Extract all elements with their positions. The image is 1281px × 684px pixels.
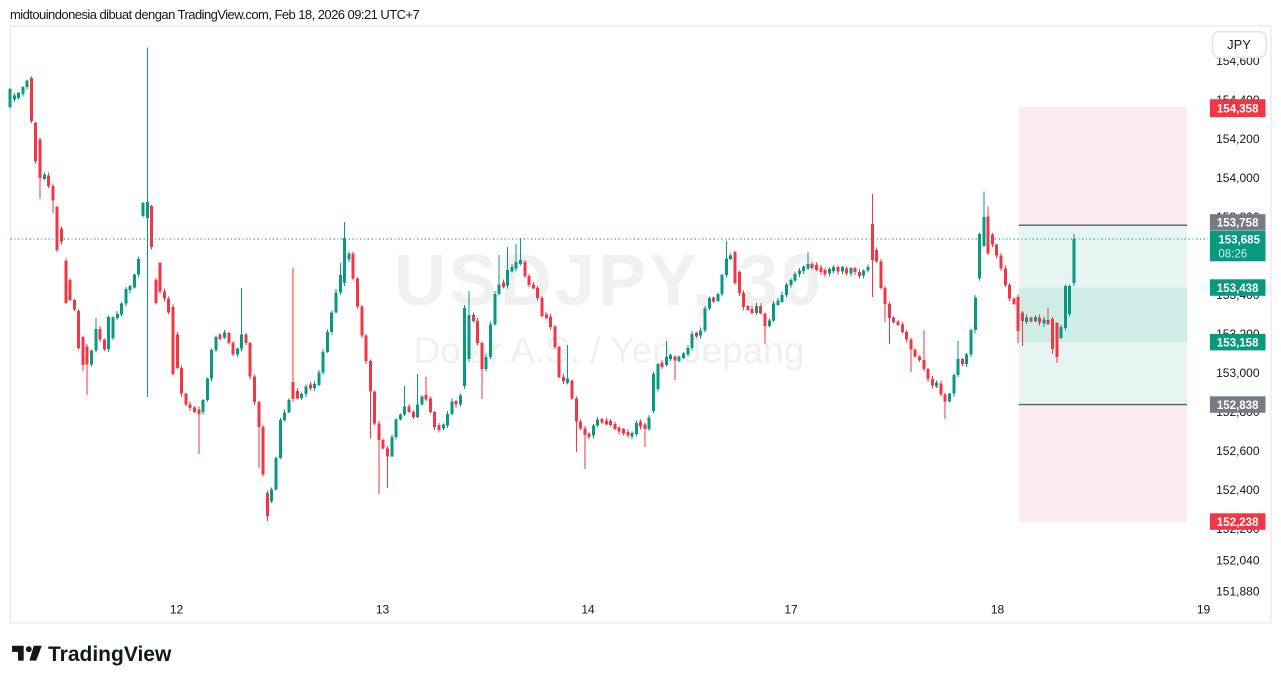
svg-text:19: 19 (1197, 603, 1211, 617)
svg-text:midtouindonesia dibuat dengan: midtouindonesia dibuat dengan TradingVie… (10, 7, 419, 22)
svg-text:Dolar A.S. / Yen Jepang: Dolar A.S. / Yen Jepang (414, 330, 805, 371)
svg-text:14: 14 (581, 603, 595, 617)
svg-text:152,838: 152,838 (1217, 400, 1259, 412)
svg-text:153,158: 153,158 (1217, 337, 1259, 349)
svg-text:TradingView: TradingView (48, 643, 172, 666)
svg-text:153,685: 153,685 (1218, 234, 1260, 246)
svg-text:154,358: 154,358 (1217, 103, 1259, 115)
svg-text:152,400: 152,400 (1216, 483, 1260, 497)
svg-text:13: 13 (376, 603, 390, 617)
svg-text:152,238: 152,238 (1217, 517, 1259, 529)
svg-text:154,000: 154,000 (1216, 171, 1260, 185)
svg-text:08:26: 08:26 (1218, 248, 1247, 260)
svg-text:154,200: 154,200 (1216, 132, 1260, 146)
svg-text:12: 12 (170, 603, 184, 617)
svg-text:18: 18 (991, 603, 1005, 617)
svg-text:153,438: 153,438 (1217, 283, 1259, 295)
svg-text:JPY: JPY (1227, 37, 1251, 52)
svg-text:17: 17 (784, 603, 798, 617)
svg-text:151,880: 151,880 (1216, 585, 1260, 599)
svg-text:153,000: 153,000 (1216, 366, 1260, 380)
svg-text:152,040: 152,040 (1216, 553, 1260, 567)
svg-text:153,758: 153,758 (1217, 218, 1259, 230)
svg-text:152,600: 152,600 (1216, 444, 1260, 458)
